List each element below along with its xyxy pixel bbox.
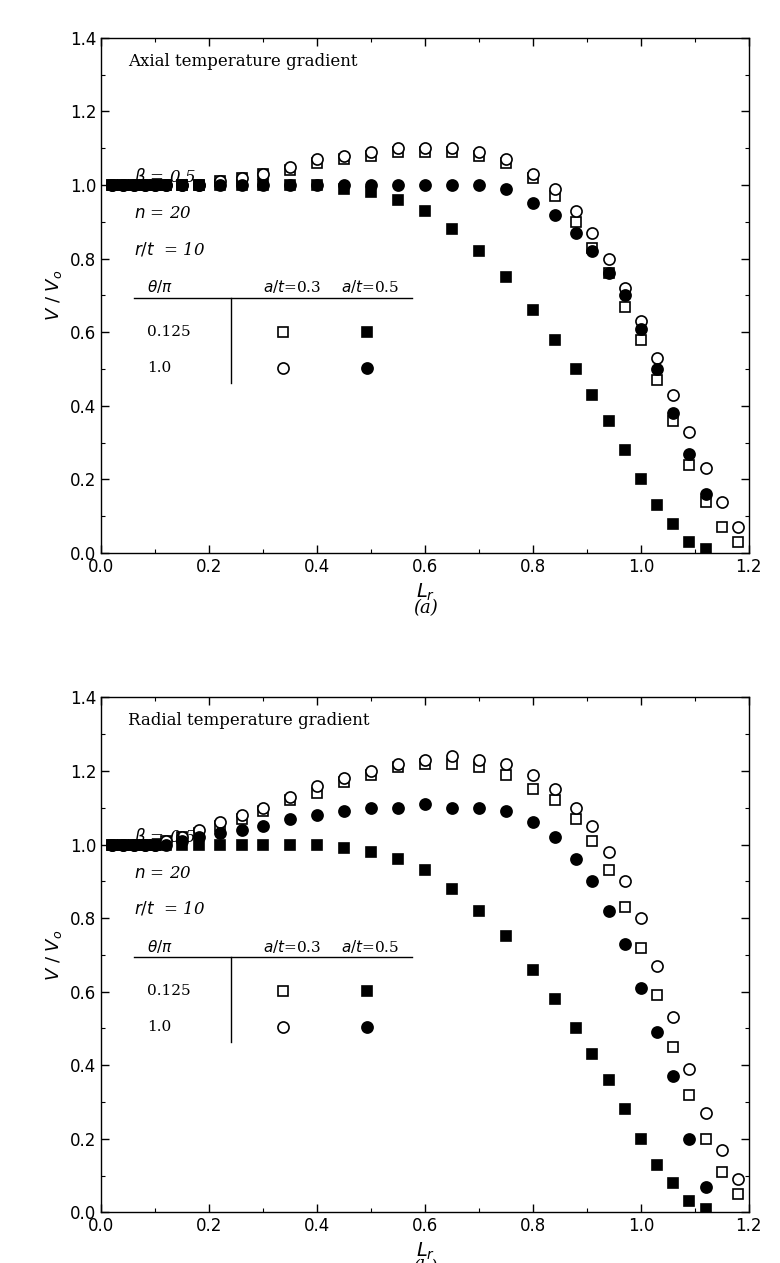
Text: 1.0: 1.0 (147, 361, 171, 375)
Text: $r/t$  = 10: $r/t$ = 10 (134, 899, 205, 918)
Text: 0.125: 0.125 (147, 984, 190, 998)
Y-axis label: $V$ / $V_o$: $V$ / $V_o$ (44, 930, 65, 980)
Text: $a/t$=0.5: $a/t$=0.5 (341, 938, 399, 955)
Text: $r/t$  = 10: $r/t$ = 10 (134, 240, 205, 258)
Text: (b): (b) (413, 1259, 438, 1263)
Text: $\beta$ = 0.5: $\beta$ = 0.5 (134, 826, 197, 847)
Text: $\beta$ = 0.5: $\beta$ = 0.5 (134, 167, 197, 188)
Text: Axial temperature gradient: Axial temperature gradient (129, 53, 358, 69)
Text: 0.125: 0.125 (147, 325, 190, 338)
Y-axis label: $V$ / $V_o$: $V$ / $V_o$ (44, 270, 65, 321)
Text: $n$ = 20: $n$ = 20 (134, 865, 191, 882)
Text: (a): (a) (413, 600, 438, 618)
Text: $n$ = 20: $n$ = 20 (134, 205, 191, 222)
Text: $a/t$=0.3: $a/t$=0.3 (264, 938, 321, 955)
Text: $a/t$=0.3: $a/t$=0.3 (264, 278, 321, 296)
Text: Radial temperature gradient: Radial temperature gradient (129, 712, 370, 729)
X-axis label: $L_r$: $L_r$ (416, 581, 434, 602)
Text: $\theta/\pi$: $\theta/\pi$ (147, 938, 172, 955)
Text: $a/t$=0.5: $a/t$=0.5 (341, 278, 399, 296)
X-axis label: $L_r$: $L_r$ (416, 1240, 434, 1262)
Text: 1.0: 1.0 (147, 1021, 171, 1034)
Text: $\theta/\pi$: $\theta/\pi$ (147, 278, 172, 296)
